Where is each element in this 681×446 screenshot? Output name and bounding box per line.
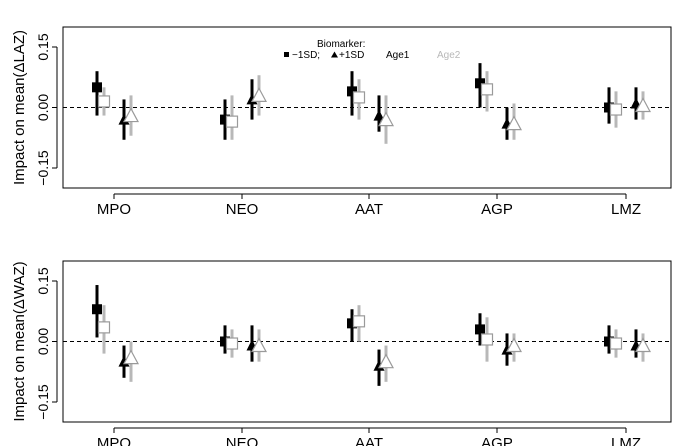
top-point-square bbox=[480, 83, 494, 96]
top-point-square bbox=[604, 102, 614, 113]
top-point-square bbox=[347, 86, 357, 97]
bottom-y-axis-label: Impact on mean(ΔWAZ) bbox=[11, 261, 28, 421]
legend-title: Biomarker: bbox=[317, 39, 365, 50]
top-point-triangle bbox=[250, 87, 268, 103]
top-point-triangle bbox=[373, 109, 385, 121]
top-y-tick-label: 0.15 bbox=[35, 33, 51, 60]
legend-plus-label: +1SD bbox=[339, 50, 364, 61]
legend-square-icon bbox=[284, 52, 289, 57]
bottom-point-triangle bbox=[505, 337, 523, 353]
top-point-triangle bbox=[505, 115, 523, 131]
top-point-square bbox=[225, 115, 239, 128]
legend-age2-label: Age2 bbox=[437, 50, 461, 61]
bottom-point-square bbox=[220, 336, 230, 347]
legend-age1-label: Age1 bbox=[386, 50, 410, 61]
top-point-square bbox=[97, 95, 111, 108]
top-legend: Biomarker: −1SD; +1SD Age1 Age2 bbox=[284, 39, 461, 61]
legend-triangle-icon bbox=[331, 51, 338, 58]
top-point-square bbox=[352, 91, 366, 104]
bottom-panel: 0.15 0.00 −0.15 Impact on mean(ΔWAZ) MPO… bbox=[11, 260, 672, 446]
bottom-point-square bbox=[97, 321, 111, 334]
bottom-point-triangle bbox=[122, 349, 140, 365]
top-x-tick-label: AGP bbox=[481, 201, 513, 218]
bottom-point-square bbox=[604, 336, 614, 347]
bottom-x-tick-label: MPO bbox=[97, 435, 131, 446]
bottom-y-tick-label: −0.15 bbox=[35, 384, 51, 420]
top-y-axis-label: Impact on mean(ΔLAZ) bbox=[11, 30, 28, 185]
bottom-point-triangle bbox=[250, 337, 268, 353]
top-panel: 0.15 0.00 −0.15 Impact on mean(ΔLAZ) MPO… bbox=[11, 26, 672, 218]
legend-minus-label: −1SD; bbox=[292, 50, 320, 61]
top-y-tick-label: −0.15 bbox=[35, 150, 51, 186]
top-y-tick-label: 0.00 bbox=[35, 94, 51, 121]
bottom-point-square bbox=[352, 315, 366, 328]
top-x-tick-label: LMZ bbox=[611, 201, 641, 218]
top-point-triangle bbox=[377, 111, 395, 127]
top-point-triangle bbox=[122, 107, 140, 123]
bottom-point-square bbox=[347, 318, 357, 329]
bottom-point-triangle bbox=[634, 337, 652, 353]
bottom-x-tick-label: AGP bbox=[481, 435, 513, 446]
bottom-point-square bbox=[480, 333, 494, 346]
top-point-triangle bbox=[634, 97, 652, 113]
bottom-x-tick-label: AAT bbox=[355, 435, 383, 446]
top-x-tick-label: NEO bbox=[226, 201, 259, 218]
bottom-point-square bbox=[475, 324, 485, 335]
bottom-point-square bbox=[225, 337, 239, 350]
bottom-y-tick-label: 0.15 bbox=[35, 267, 51, 294]
top-point-square bbox=[475, 78, 485, 89]
bottom-point-square bbox=[609, 337, 623, 350]
top-x-tick-label: AAT bbox=[355, 201, 383, 218]
top-x-tick-label: MPO bbox=[97, 201, 131, 218]
bottom-y-tick-label: 0.00 bbox=[35, 328, 51, 355]
bottom-point-square bbox=[92, 304, 102, 315]
top-point-square bbox=[92, 82, 102, 93]
top-point-square bbox=[609, 103, 623, 116]
bottom-x-tick-label: NEO bbox=[226, 435, 259, 446]
top-point-square bbox=[220, 114, 230, 125]
bottom-x-tick-label: LMZ bbox=[611, 435, 641, 446]
bottom-point-triangle bbox=[377, 353, 395, 369]
